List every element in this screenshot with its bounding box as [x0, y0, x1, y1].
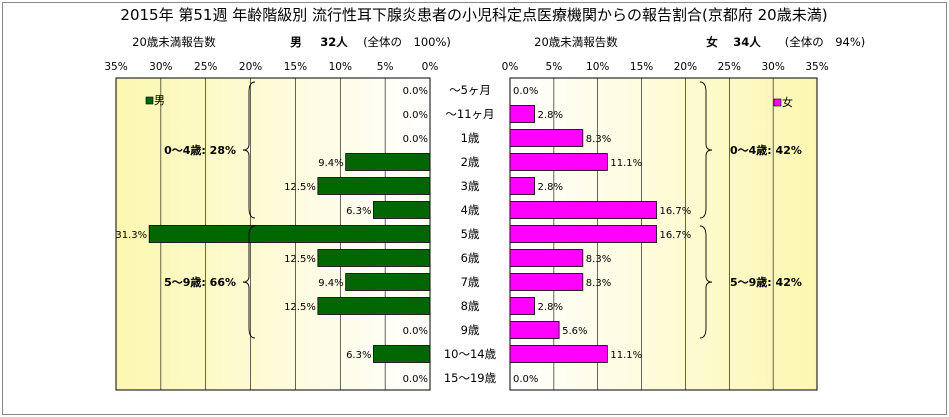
category-label: 3歳 [461, 179, 480, 193]
male-legend-swatch [145, 96, 154, 105]
female-data-label: 11.1% [610, 158, 642, 169]
right-header-label: 20歳未満報告数 [534, 35, 618, 49]
female-group-label: 5～9歳: 42% [730, 275, 802, 289]
category-label: 8歳 [461, 299, 480, 313]
left-tick-label: 15% [284, 61, 307, 73]
left-header-gender: 男 [290, 35, 302, 49]
male-data-label: 0.0% [403, 134, 428, 145]
left-tick-label: 5% [377, 61, 394, 73]
female-data-label: 8.3% [586, 134, 611, 145]
male-bar [345, 273, 431, 291]
right-header-share: (全体の 94%) [785, 35, 866, 49]
right-tick-label: 30% [761, 61, 784, 73]
category-label: 6歳 [461, 251, 480, 265]
left-tick-label: 10% [329, 61, 352, 73]
male-data-label: 0.0% [403, 110, 428, 121]
male-group-label: 5～9歳: 66% [164, 275, 236, 289]
female-bar [509, 345, 608, 363]
female-group-label: 0～4歳: 42% [730, 143, 802, 157]
female-legend-label: 女 [782, 95, 793, 109]
male-data-label: 9.4% [318, 278, 343, 289]
right-tick-label: 5% [546, 61, 563, 73]
category-label: 5歳 [461, 227, 480, 241]
female-bar [509, 297, 535, 315]
male-data-label: 9.4% [318, 158, 343, 169]
female-bar [509, 321, 560, 339]
female-data-label: 8.3% [586, 278, 611, 289]
left-tick-label: 35% [104, 61, 127, 73]
chart-title: 2015年 第51週 年齢階級別 流行性耳下腺炎患者の小児科定点医療機関からの報… [120, 6, 827, 24]
male-data-label: 12.5% [284, 182, 316, 193]
category-label: ～11ヶ月 [445, 107, 494, 121]
female-legend-swatch [773, 98, 782, 107]
male-data-label: 0.0% [403, 374, 428, 385]
male-group-label: 0～4歳: 28% [164, 143, 236, 157]
male-bar [373, 345, 431, 363]
category-label: 7歳 [461, 275, 480, 289]
female-data-label: 11.1% [610, 350, 642, 361]
category-label: 10～14歳 [444, 347, 497, 361]
category-label: ～5ヶ月 [449, 83, 491, 97]
female-data-label: 2.8% [538, 110, 563, 121]
female-bar [509, 129, 584, 147]
left-tick-label: 25% [194, 61, 217, 73]
right-header-gender: 女 [706, 35, 718, 49]
female-bar [509, 225, 657, 243]
female-group-brace [699, 81, 713, 219]
female-bar [509, 273, 584, 291]
female-bar [509, 249, 584, 267]
left-tick-label: 30% [149, 61, 172, 73]
male-data-label: 0.0% [403, 326, 428, 337]
female-data-label: 16.7% [659, 206, 691, 217]
male-bar [317, 297, 431, 315]
male-data-label: 31.3% [115, 230, 147, 241]
left-header-label: 20歳未満報告数 [132, 35, 216, 49]
left-header-share: (全体の 100%) [363, 35, 451, 49]
category-label: 9歳 [461, 323, 480, 337]
male-bar [317, 177, 431, 195]
male-data-label: 12.5% [284, 254, 316, 265]
male-group-brace [242, 81, 256, 219]
male-bar [345, 153, 431, 171]
male-legend-label: 男 [154, 94, 165, 107]
left-tick-label: 0% [422, 61, 439, 73]
female-data-label: 16.7% [659, 230, 691, 241]
female-data-label: 8.3% [586, 254, 611, 265]
male-bar [148, 225, 431, 243]
left-header-count: 32人 [320, 35, 348, 49]
right-tick-label: 10% [586, 61, 609, 73]
male-bar [317, 249, 431, 267]
right-tick-label: 35% [805, 61, 828, 73]
category-label: 1歳 [461, 131, 480, 145]
category-label: 2歳 [461, 155, 480, 169]
male-group-brace [242, 225, 256, 339]
male-data-label: 6.3% [346, 350, 371, 361]
right-tick-label: 0% [502, 61, 519, 73]
female-bar [509, 153, 608, 171]
right-tick-label: 15% [630, 61, 653, 73]
male-data-label: 6.3% [346, 206, 371, 217]
female-bar [509, 201, 657, 219]
male-bar [373, 201, 431, 219]
right-tick-label: 20% [674, 61, 697, 73]
category-label: 4歳 [461, 203, 480, 217]
right-tick-label: 25% [718, 61, 741, 73]
female-bar [509, 105, 535, 123]
right-header-count: 34人 [733, 35, 761, 49]
left-tick-label: 20% [239, 61, 262, 73]
category-label: 15～19歳 [444, 371, 497, 385]
male-data-label: 0.0% [403, 86, 428, 97]
female-group-brace [699, 225, 713, 339]
female-data-label: 2.8% [538, 302, 563, 313]
female-data-label: 5.6% [562, 326, 587, 337]
male-data-label: 12.5% [284, 302, 316, 313]
female-data-label: 0.0% [513, 86, 538, 97]
female-data-label: 0.0% [513, 374, 538, 385]
female-bar [509, 177, 535, 195]
female-data-label: 2.8% [538, 182, 563, 193]
